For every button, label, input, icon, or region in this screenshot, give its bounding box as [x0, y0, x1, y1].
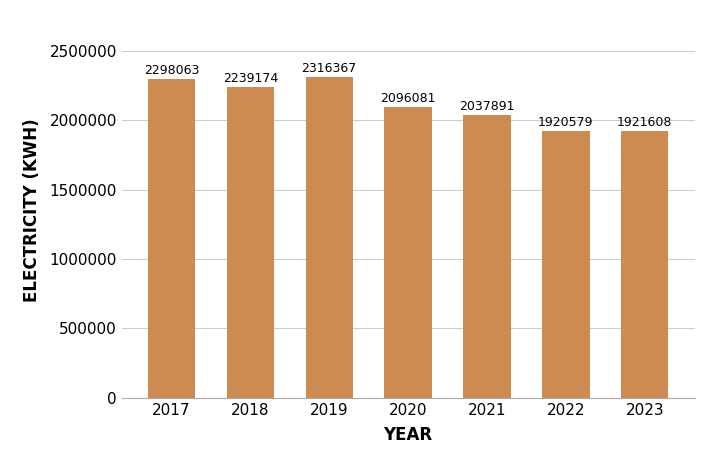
Text: 2298063: 2298063 — [144, 64, 199, 77]
Bar — [542, 132, 589, 398]
Text: 2316367: 2316367 — [301, 61, 357, 74]
Text: 2037891: 2037891 — [459, 100, 515, 113]
Text: 2096081: 2096081 — [380, 92, 436, 105]
Bar — [463, 115, 511, 398]
Bar — [227, 88, 274, 398]
X-axis label: YEAR: YEAR — [384, 426, 432, 444]
Bar — [384, 107, 432, 398]
Text: 2239174: 2239174 — [223, 72, 278, 85]
Text: 1920579: 1920579 — [538, 117, 594, 129]
Y-axis label: ELECTRICITY (KWH): ELECTRICITY (KWH) — [23, 119, 41, 302]
Bar — [621, 132, 669, 398]
Bar — [147, 79, 195, 398]
Text: 1921608: 1921608 — [617, 116, 672, 129]
Bar — [306, 77, 353, 398]
